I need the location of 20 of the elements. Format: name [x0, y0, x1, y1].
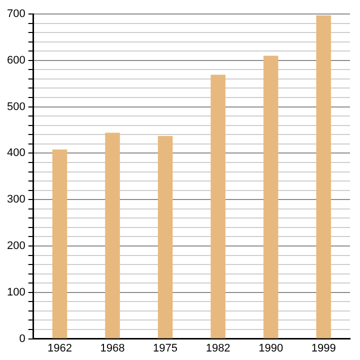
x-tick-label: 1975 [153, 342, 178, 354]
y-tick-label: 0 [19, 332, 26, 345]
y-tick-label: 400 [6, 147, 26, 160]
bar [158, 136, 173, 338]
bar [105, 132, 120, 338]
bar [263, 56, 278, 338]
x-tick-label: 1962 [48, 342, 72, 354]
y-tick-label: 500 [6, 100, 26, 113]
x-tick-label: 1990 [258, 342, 284, 354]
y-tick-label: 200 [6, 240, 26, 252]
y-tick-label: 300 [6, 194, 26, 206]
y-tick-label: 600 [6, 54, 26, 66]
bar [52, 149, 68, 338]
bar [210, 74, 226, 338]
x-tick-label: 1982 [206, 342, 230, 354]
x-tick-label: 1999 [311, 342, 336, 354]
y-tick-label: 100 [6, 286, 26, 298]
y-tick-label: 700 [6, 8, 26, 20]
x-tick-label: 1968 [100, 342, 125, 354]
bar [316, 15, 331, 338]
